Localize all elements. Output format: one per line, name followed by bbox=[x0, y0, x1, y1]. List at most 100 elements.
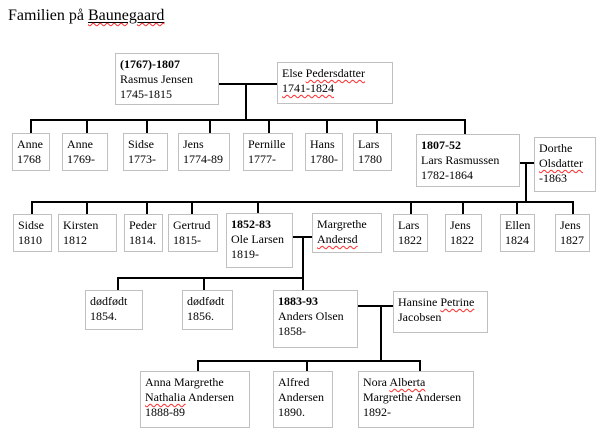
marriage-line-gen4 bbox=[358, 305, 393, 307]
person-dates: 1810 bbox=[18, 233, 42, 247]
person-name: Sidse bbox=[18, 218, 45, 232]
title-text: Familien på bbox=[8, 7, 84, 24]
person-name: Nora Alberta bbox=[363, 375, 426, 389]
person-name: Ellen bbox=[505, 218, 531, 232]
person-box-hansine-jacobsen: Hansine Petrine Jacobsen bbox=[393, 291, 488, 333]
child-stub bbox=[146, 119, 148, 134]
siblings-bus-gen5 bbox=[197, 360, 421, 362]
person-years: 1852-83 bbox=[231, 217, 271, 231]
child-stub bbox=[191, 201, 193, 214]
person-name: Jens bbox=[183, 137, 204, 151]
person-name: Rasmus Jensen bbox=[120, 72, 193, 86]
person-box-lars-1822: Lars 1822 bbox=[393, 214, 428, 252]
person-dates: 1741-1824 bbox=[282, 81, 334, 95]
person-dates: -1863 bbox=[539, 171, 567, 185]
child-stub bbox=[86, 119, 88, 134]
person-box-dodfodt-1856: dødfødt 1856. bbox=[182, 290, 233, 330]
child-stub bbox=[257, 201, 259, 213]
person-name: Anders Olsen bbox=[278, 309, 344, 323]
person-box-rasmus-jensen: (1767)-1807 Rasmus Jensen 1745-1815 bbox=[115, 53, 219, 105]
person-dates: 1769- bbox=[67, 152, 95, 166]
person-dates: 1824 bbox=[505, 233, 529, 247]
child-stub bbox=[86, 201, 88, 214]
child-stub bbox=[209, 119, 211, 134]
person-name: Alfred bbox=[278, 375, 310, 389]
person-name: Margrethe Andersen bbox=[363, 390, 462, 404]
person-box-dodfodt-1854: dødfødt 1854. bbox=[85, 290, 143, 330]
person-box-anna-margrethe-andersen: Anna Margrethe Nathalia Andersen 1888-89 bbox=[140, 371, 250, 428]
person-box-hans-1780: Hans 1780- bbox=[305, 133, 343, 171]
person-name: dødfødt bbox=[187, 294, 225, 308]
person-dates: 1822 bbox=[398, 233, 422, 247]
person-name: Anna Margrethe bbox=[145, 375, 224, 389]
person-dates: 1890. bbox=[278, 405, 305, 419]
marriage-line-gen1 bbox=[219, 83, 277, 85]
person-dates: 1819- bbox=[231, 247, 259, 261]
child-stub bbox=[464, 119, 466, 135]
person-box-nora-alberta-andersen: Nora Alberta Margrethe Andersen 1892- bbox=[358, 371, 474, 428]
person-name: Gertrud bbox=[173, 218, 211, 232]
descent-line-gen3 bbox=[302, 236, 304, 290]
person-dates: 1815- bbox=[173, 233, 201, 247]
child-stub bbox=[376, 119, 378, 134]
person-name: Jens bbox=[560, 218, 581, 232]
person-name: Andersen bbox=[278, 390, 324, 404]
person-dates: 1827 bbox=[560, 233, 584, 247]
person-box-sidse-1810: Sidse 1810 bbox=[13, 214, 52, 252]
child-stub bbox=[410, 201, 412, 214]
person-dates: 1777- bbox=[248, 152, 276, 166]
person-dates: 1812 bbox=[63, 233, 87, 247]
page-title: Familien på Baunegaard bbox=[8, 7, 164, 25]
person-name: Jens bbox=[450, 218, 471, 232]
person-dates: 1768 bbox=[17, 152, 41, 166]
person-box-jens-1774: Jens 1774-89 bbox=[178, 133, 230, 171]
person-name: Nathalia Andersen bbox=[145, 390, 234, 404]
person-box-jens-1822: Jens 1822 bbox=[445, 214, 482, 252]
person-box-jens-1827: Jens 1827 bbox=[555, 214, 590, 252]
child-stub bbox=[203, 277, 205, 290]
person-name: Pernille bbox=[248, 137, 286, 151]
person-dates: 1892- bbox=[363, 405, 391, 419]
person-years: 1807-52 bbox=[421, 138, 461, 152]
person-dates: 1854. bbox=[90, 309, 117, 323]
person-name: Peder bbox=[129, 218, 157, 232]
child-stub bbox=[462, 201, 464, 214]
person-dates: 1822 bbox=[450, 233, 474, 247]
person-box-kirsten-1812: Kirsten 1812 bbox=[58, 214, 117, 252]
person-name: Anne bbox=[67, 137, 93, 151]
person-box-anders-olsen: 1883-93 Anders Olsen 1858- bbox=[273, 290, 358, 348]
child-stub bbox=[117, 277, 119, 290]
person-name: Kirsten bbox=[63, 218, 99, 232]
descent-line-gen2 bbox=[525, 162, 527, 203]
person-name: Hansine Petrine bbox=[398, 295, 475, 309]
child-stub bbox=[516, 201, 518, 214]
person-box-sidse-1773: Sidse 1773- bbox=[123, 133, 168, 171]
person-box-anne-1768: Anne 1768 bbox=[12, 133, 50, 171]
person-name: Lars bbox=[358, 137, 380, 151]
siblings-bus-gen3 bbox=[31, 201, 574, 203]
person-dates: 1745-1815 bbox=[120, 87, 172, 101]
person-name: Margrethe bbox=[317, 217, 367, 231]
descent-line-gen4 bbox=[380, 305, 382, 362]
person-years: (1767)-1807 bbox=[120, 57, 180, 71]
person-dates: 1814. bbox=[129, 233, 156, 247]
person-box-lars-rasmussen: 1807-52 Lars Rasmussen 1782-1864 bbox=[416, 134, 520, 187]
person-box-else-pedersdatter: Else Pedersdatter 1741-1824 bbox=[277, 62, 393, 104]
person-dates: 1780- bbox=[310, 152, 338, 166]
child-stub bbox=[197, 360, 199, 371]
child-stub bbox=[572, 201, 574, 214]
person-name: Anne bbox=[17, 137, 43, 151]
person-box-dorthe-olsdatter: Dorthe Olsdatter -1863 bbox=[534, 137, 596, 192]
person-dates: 1856. bbox=[187, 309, 214, 323]
person-box-gertrud-1815: Gertrud 1815- bbox=[168, 214, 218, 252]
person-dates: 1780 bbox=[358, 152, 382, 166]
person-name: Ole Larsen bbox=[231, 232, 284, 246]
person-name: Lars Rasmussen bbox=[421, 153, 500, 167]
marriage-line-gen2 bbox=[520, 162, 534, 164]
person-years: 1883-93 bbox=[278, 294, 318, 308]
person-box-pernille-1777: Pernille 1777- bbox=[243, 133, 293, 171]
person-box-anne-1769: Anne 1769- bbox=[62, 133, 108, 171]
child-stub bbox=[31, 201, 33, 214]
person-box-margrethe-andersd: Margrethe Andersd bbox=[312, 213, 382, 253]
child-stub bbox=[30, 119, 32, 134]
